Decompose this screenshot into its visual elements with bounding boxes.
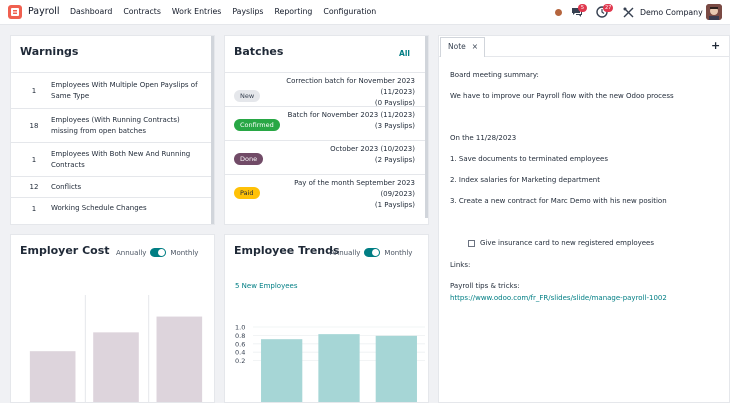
menu-configuration[interactable]: Configuration [323,7,377,16]
chart-bar [93,332,139,402]
chart-bar [318,334,360,402]
status-badge: Confirmed [234,119,280,131]
y-tick-label: 0.4 [235,349,245,357]
y-tick-label: 0.2 [235,357,245,365]
note-line: We have to improve our Payroll flow with… [450,92,674,100]
toggle-switch[interactable] [150,248,167,257]
close-icon[interactable]: × [471,42,478,51]
employee-trends-title: Employee Trends [234,244,340,257]
warnings-title: Warnings [20,45,79,58]
chart-bar [375,335,417,402]
messages-badge: 5 [578,4,587,12]
menu-dashboard[interactable]: Dashboard [70,7,113,16]
menu-payslips[interactable]: Payslips [232,7,264,16]
employee-trends-chart: 0.20.40.60.81.0 [235,324,425,402]
status-badge: Done [234,153,264,165]
y-tick-label: 1.0 [235,324,245,332]
warning-item[interactable]: 12 Conflicts [11,176,211,197]
checklist-item: Give insurance card to new registered em… [480,239,655,247]
toggle-switch[interactable] [364,248,381,257]
chart-bar [156,316,203,402]
employee-trends-period-toggle[interactable]: Annually Monthly [330,248,413,257]
batch-row[interactable]: Done October 2023 (10/2023) (2 Payslips) [225,140,425,174]
warning-item[interactable]: 1 Employees With Both New And Running Co… [11,142,211,176]
note-tabs: Note × + [439,36,729,57]
tab-note[interactable]: Note × [440,37,485,57]
batch-row[interactable]: New Correction batch for November 2023 (… [225,72,425,107]
batches-all-link[interactable]: All [399,49,410,58]
employer-cost-card: Employer Cost Annually Monthly [10,234,215,403]
top-navbar: Payroll Dashboard Contracts Work Entries… [0,0,730,25]
warning-item[interactable]: 1 Employees With Multiple Open Payslips … [11,72,211,108]
employee-trends-card: Employee Trends Annually Monthly 5 New E… [224,234,429,403]
tools-icon[interactable] [623,7,634,18]
employer-cost-title: Employer Cost [20,244,110,257]
batch-row[interactable]: Confirmed Batch for November 2023 (11/20… [225,106,425,140]
note-line: On the 11/28/2023 [450,134,517,142]
user-avatar[interactable] [706,4,722,20]
y-tick-label: 0.8 [235,332,245,340]
payroll-app-icon[interactable] [8,5,22,19]
note-checkbox[interactable] [468,240,475,247]
warning-item[interactable]: 1 Working Schedule Changes [11,197,211,219]
company-switcher[interactable]: Demo Company [640,8,703,17]
employer-cost-chart [29,295,203,402]
note-line: 3. Create a new contract for Marc Demo w… [450,197,667,205]
menu-reporting[interactable]: Reporting [274,7,313,16]
batches-list: New Correction batch for November 2023 (… [225,72,425,210]
add-note-button[interactable]: + [711,39,721,52]
note-line: Payroll tips & tricks: [450,282,520,290]
chart-bar [29,351,76,402]
warnings-card: Warnings 1 Employees With Multiple Open … [10,35,215,225]
menu-contracts[interactable]: Contracts [123,7,161,16]
note-line: Board meeting summary: [450,71,539,79]
new-employees-link[interactable]: 5 New Employees [235,282,298,290]
batch-row[interactable]: Paid Pay of the month September 2023 (09… [225,174,425,210]
warnings-scrollbar[interactable] [211,36,214,224]
status-badge: New [234,90,261,102]
note-line: 1. Save documents to terminated employee… [450,155,608,163]
note-line: 2. Index salaries for Marketing departme… [450,176,600,184]
payroll-tips-link[interactable]: https://www.odoo.com/fr_FR/slides/slide/… [450,294,667,302]
activities-badge: 27 [603,4,614,12]
main-menu: Dashboard Contracts Work Entries Payslip… [70,7,376,16]
employer-cost-period-toggle[interactable]: Annually Monthly [116,248,199,257]
batches-card: Batches All New Correction batch for Nov… [224,35,429,225]
clock-icon[interactable] [596,6,608,18]
batches-title: Batches [234,45,284,58]
menu-work-entries[interactable]: Work Entries [171,7,222,16]
y-tick-label: 0.6 [235,340,245,348]
batches-scrollbar[interactable] [425,36,428,218]
note-panel: Note × + Board meeting summary: We have … [438,35,730,403]
warnings-list: 1 Employees With Multiple Open Payslips … [11,72,211,219]
status-dot[interactable] [555,9,562,16]
app-name[interactable]: Payroll [28,6,60,17]
chart-bar [261,339,303,402]
warning-item[interactable]: 18 Employees (With Running Contracts) mi… [11,108,211,142]
note-line: Links: [450,261,471,269]
status-badge: Paid [234,187,260,199]
